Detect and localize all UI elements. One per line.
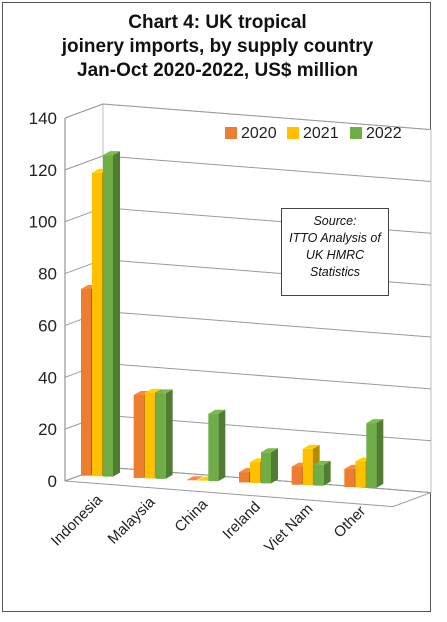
legend-label: 2022 xyxy=(366,125,402,142)
x-tick-label: Malaysia xyxy=(105,493,159,547)
bar xyxy=(366,423,377,488)
bar xyxy=(239,472,249,483)
y-axis-ticks: 0 20 40 60 80 100 120 140 xyxy=(29,109,57,491)
bar xyxy=(302,448,313,486)
bar-top xyxy=(302,444,320,449)
gridline xyxy=(102,310,432,338)
bar-top xyxy=(261,448,278,453)
legend-swatch xyxy=(350,127,362,139)
bar xyxy=(155,393,166,479)
x-tick-label: Ireland xyxy=(219,498,263,542)
chart-title: Chart 4: UK tropical joinery imports, by… xyxy=(3,11,432,83)
x-tick-label: Viet Nam xyxy=(261,500,316,555)
x-tick-label: China xyxy=(171,495,211,535)
gridline-side xyxy=(64,155,104,171)
bar xyxy=(133,394,144,478)
bar xyxy=(81,289,91,476)
bar xyxy=(103,155,113,477)
bar xyxy=(313,464,324,486)
bar-top xyxy=(366,419,384,424)
bar xyxy=(344,468,355,487)
legend-item: 2021 xyxy=(287,125,339,143)
bars xyxy=(81,151,384,488)
legend-item: 2022 xyxy=(350,125,402,143)
title-line-2: joinery imports, by supply country xyxy=(61,36,374,57)
title-line-3: Jan-Oct 2020-2022, US$ million xyxy=(77,60,358,81)
y-tick-label: 20 xyxy=(38,420,57,439)
bar xyxy=(291,466,302,485)
bar-side xyxy=(113,151,120,477)
bar-side xyxy=(376,419,384,488)
bar-top xyxy=(103,151,120,156)
bar-top xyxy=(313,460,331,465)
source-note: Source: ITTO Analysis of UK HMRC Statist… xyxy=(281,208,389,296)
bar xyxy=(355,461,366,488)
bar-side xyxy=(323,460,331,486)
legend-item: 2020 xyxy=(225,125,277,143)
y-tick-label: 0 xyxy=(48,472,57,491)
y-tick-label: 80 xyxy=(38,265,57,284)
legend-swatch xyxy=(225,127,237,139)
legend-label: 2020 xyxy=(241,125,277,142)
bar xyxy=(144,392,155,479)
bar-top xyxy=(186,476,204,481)
bar-side xyxy=(165,389,173,479)
x-tick-label: Other xyxy=(331,503,370,542)
legend-swatch xyxy=(287,127,299,139)
y-tick-label: 140 xyxy=(29,109,57,128)
gridline xyxy=(102,362,432,390)
bar xyxy=(208,413,219,482)
bar-side xyxy=(218,409,226,482)
gridline-side xyxy=(64,103,104,119)
bar xyxy=(250,462,260,483)
y-tick-label: 100 xyxy=(29,213,57,232)
title-line-1: Chart 4: UK tropical xyxy=(128,12,307,33)
bar xyxy=(261,452,271,484)
bar-side xyxy=(271,448,278,484)
y-tick-label: 120 xyxy=(29,161,57,180)
y-tick-label: 40 xyxy=(38,368,57,387)
bar xyxy=(92,172,102,477)
bar-top xyxy=(155,389,173,394)
gridline xyxy=(102,155,432,182)
gridline xyxy=(102,103,432,131)
source-line-2: ITTO Analysis of xyxy=(289,231,381,245)
source-line-1: Source: xyxy=(313,214,357,228)
y-tick-label: 60 xyxy=(38,316,57,335)
source-line-3: UK HMRC xyxy=(305,248,365,262)
x-tick-label: Indonesia xyxy=(48,491,106,549)
bar-top xyxy=(208,409,226,414)
bar-top xyxy=(144,388,162,393)
source-line-4: Statistics xyxy=(309,265,360,279)
legend-label: 2021 xyxy=(303,125,339,142)
chart-frame: Chart 4: UK tropical joinery imports, by… xyxy=(2,2,432,612)
